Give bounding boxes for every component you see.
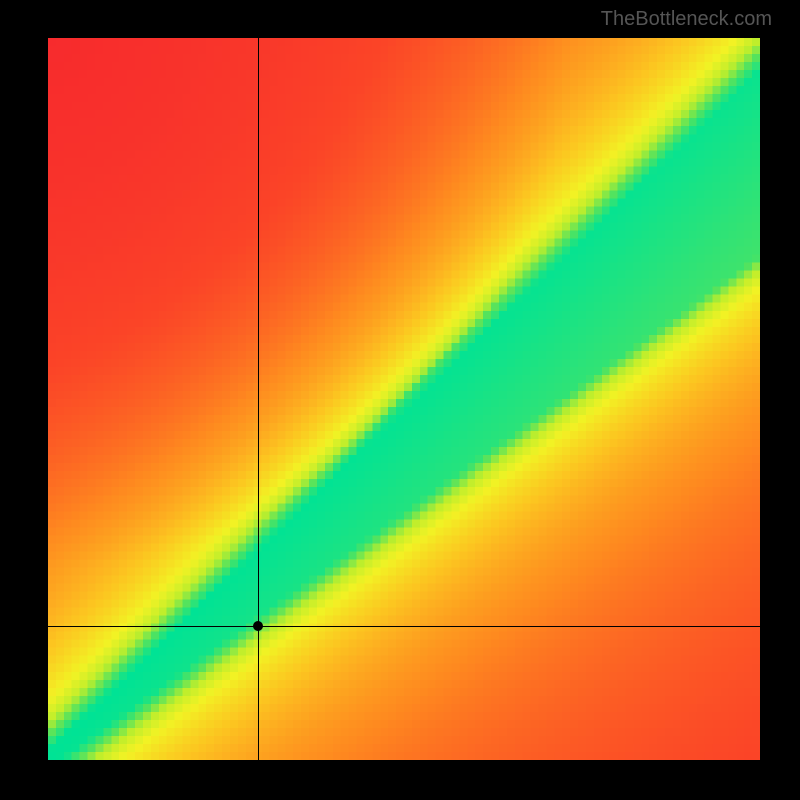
bottleneck-heatmap (48, 38, 760, 760)
plot-area (48, 38, 760, 760)
crosshair-vertical-line (258, 38, 259, 760)
crosshair-marker-dot (253, 621, 263, 631)
watermark-text: TheBottleneck.com (601, 8, 772, 31)
crosshair-horizontal-line (48, 626, 760, 627)
